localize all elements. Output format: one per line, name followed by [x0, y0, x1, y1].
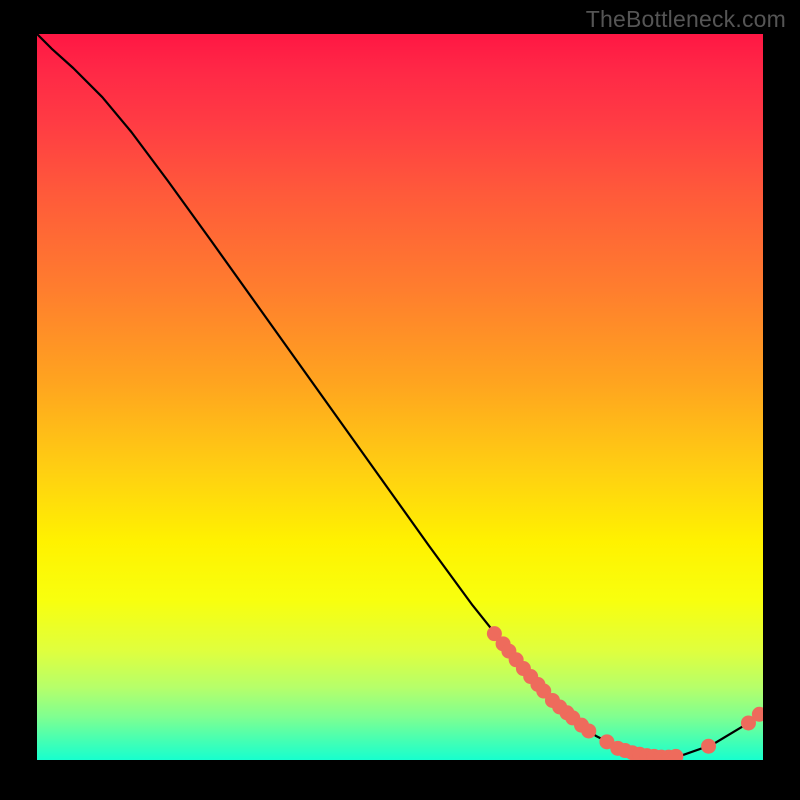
chart-svg [37, 34, 763, 760]
scatter-point [701, 739, 716, 754]
chart-background [37, 34, 763, 760]
scatter-point [581, 723, 596, 738]
figure-frame: TheBottleneck.com [0, 0, 800, 800]
watermark-text: TheBottleneck.com [586, 6, 786, 33]
plot-area [37, 34, 763, 760]
